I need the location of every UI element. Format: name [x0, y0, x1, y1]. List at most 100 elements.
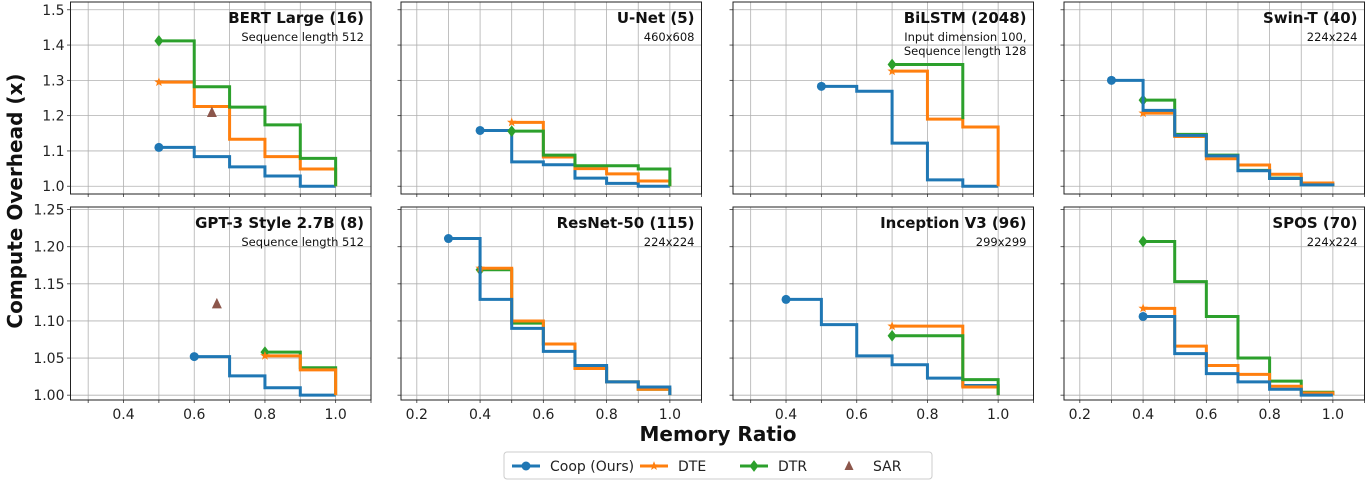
series-marker-dtr [507, 125, 517, 138]
series-marker-coop-ours [1138, 311, 1148, 321]
panel-subtitle: 224x224 [644, 235, 695, 249]
panel-frame [400, 206, 702, 401]
legend-label: SAR [873, 459, 902, 475]
x-tick-label: 0.2 [1069, 407, 1091, 423]
series-marker-dte [154, 77, 164, 87]
y-tick-label: 1.15 [33, 277, 64, 293]
legend-entry: DTE [640, 459, 706, 475]
series-line-coop-ours [194, 355, 336, 397]
panel-subtitle: Input dimension 100, [904, 30, 1026, 44]
series-marker-dte [1138, 108, 1148, 118]
x-tick-label: 0.6 [1195, 407, 1217, 423]
series-group [1138, 235, 1335, 397]
panel-subtitle: 224x224 [1307, 235, 1358, 249]
series-line-coop-ours [1111, 78, 1335, 187]
x-tick-label: 0.2 [406, 407, 428, 423]
series-line-coop-ours [480, 128, 670, 188]
x-tick-label: 0.4 [469, 407, 491, 423]
x-tick-label: 0.8 [1258, 407, 1280, 423]
panel-subtitle: 299x299 [976, 235, 1027, 249]
panel-subtitle: 224x224 [1307, 30, 1358, 44]
panel-frame [1063, 1, 1365, 195]
series-line-dtr [892, 62, 965, 120]
legend: Coop (Ours) DTE DTR SAR [503, 451, 933, 480]
series-marker-dtr [1138, 235, 1148, 248]
series-group [154, 34, 338, 188]
panel-title: SPOS (70) [1272, 214, 1357, 232]
panel-frame [70, 206, 372, 401]
series-marker-dtr [154, 34, 164, 47]
series-marker-coop-ours [816, 81, 826, 91]
legend-label: Coop (Ours) [550, 459, 634, 475]
y-tick-label: 1.1 [42, 144, 64, 160]
series-marker-dte [887, 66, 897, 76]
series-group [781, 294, 1000, 396]
series-group [475, 117, 672, 188]
panel-title: BiLSTM (2048) [904, 9, 1027, 27]
y-tick-label: 1.10 [33, 314, 64, 330]
series-marker-coop-ours [1106, 75, 1116, 85]
series-marker-dte [507, 117, 517, 127]
x-tick-label: 1.0 [987, 407, 1009, 423]
x-tick-label: 1.0 [659, 407, 681, 423]
panel-gpt-3-style-2-7b-8: 1.00 1.05 1.10 1.15 1.20 1.25 0.4 0.6 0.8 1.0 GPT-… [33, 203, 372, 423]
panel-title: BERT Large (16) [228, 9, 364, 27]
x-tick-label: 0.4 [1132, 407, 1154, 423]
series-line-coop-ours [158, 145, 336, 188]
panel-resnet-50-115: 0.2 0.4 0.6 0.8 1.0 ResNet-50 (115) 224x224 [397, 206, 702, 423]
series-line-coop-ours [448, 237, 672, 396]
series-group [1106, 75, 1335, 187]
x-tick-label: 0.6 [183, 407, 205, 423]
x-tick-label: 0.6 [846, 407, 868, 423]
panel-spos-70: 0.2 0.4 0.6 0.8 1.0 SPOS (70) 224x224 [1060, 206, 1365, 423]
series-line-dtr [511, 129, 672, 187]
series-group [816, 58, 1000, 188]
panel-bilstm-2048: BiLSTM (2048) Input dimension 100,Sequenc… [729, 1, 1034, 197]
legend-label: DTE [678, 459, 706, 475]
y-tick-label: 1.20 [33, 240, 64, 256]
legend-frame [503, 451, 933, 480]
x-axis-label: Memory Ratio [640, 422, 797, 446]
series-line-coop-ours [1143, 314, 1333, 397]
legend-entry: SAR [844, 459, 902, 475]
x-tick-label: 1.0 [1322, 407, 1344, 423]
legend-entry: Coop (Ours) [512, 459, 634, 475]
series-marker-dtr [887, 58, 897, 71]
sar-point [206, 106, 217, 117]
panel-inception-v3-96: 0.4 0.6 0.8 1.0 Inception V3 (96) 299x299 [729, 206, 1034, 423]
series-line-dte [264, 354, 338, 396]
x-tick-label: 0.6 [532, 407, 554, 423]
panel-subtitle: Sequence length 512 [241, 30, 364, 44]
panel-frame [1063, 206, 1365, 401]
series-marker-coop-ours [475, 125, 485, 135]
panel-frame [70, 1, 372, 195]
series-line-dtr [892, 334, 1000, 396]
panel-frame [400, 1, 702, 195]
series-line-coop-ours [821, 84, 999, 188]
y-axis-label: Compute Overhead (x) [3, 73, 27, 328]
legend-diamond-icon [749, 460, 759, 472]
panel-u-net-5: U-Net (5) 460x608 [397, 1, 702, 197]
series-marker-coop-ours [781, 294, 791, 304]
legend-triangle-icon [844, 460, 854, 471]
series-marker-coop-ours [443, 234, 453, 244]
y-tick-label: 1.5 [42, 3, 64, 19]
series-marker-dte [260, 350, 270, 360]
series-marker-dtr [887, 329, 897, 342]
panel-bert-large-16: 1.0 1.1 1.2 1.3 1.4 1.5 BERT Large (16) Sequenc… [42, 1, 372, 197]
y-tick-label: 1.0 [42, 179, 64, 195]
panel-title: Inception V3 (96) [880, 214, 1026, 232]
y-tick-label: 1.2 [42, 109, 64, 125]
legend-star-icon [649, 461, 659, 470]
x-tick-label: 0.8 [254, 407, 276, 423]
y-tick-label: 1.4 [42, 38, 64, 54]
sar-point [211, 297, 222, 309]
panel-subtitle: Sequence length 512 [241, 235, 364, 249]
panel-title: Swin-T (40) [1263, 9, 1358, 27]
series-group [443, 234, 672, 396]
y-tick-label: 1.25 [33, 203, 64, 219]
panel-swin-t-40: Swin-T (40) 224x224 [1060, 1, 1365, 197]
legend-circle-icon [521, 461, 531, 471]
x-tick-label: 0.8 [916, 407, 938, 423]
